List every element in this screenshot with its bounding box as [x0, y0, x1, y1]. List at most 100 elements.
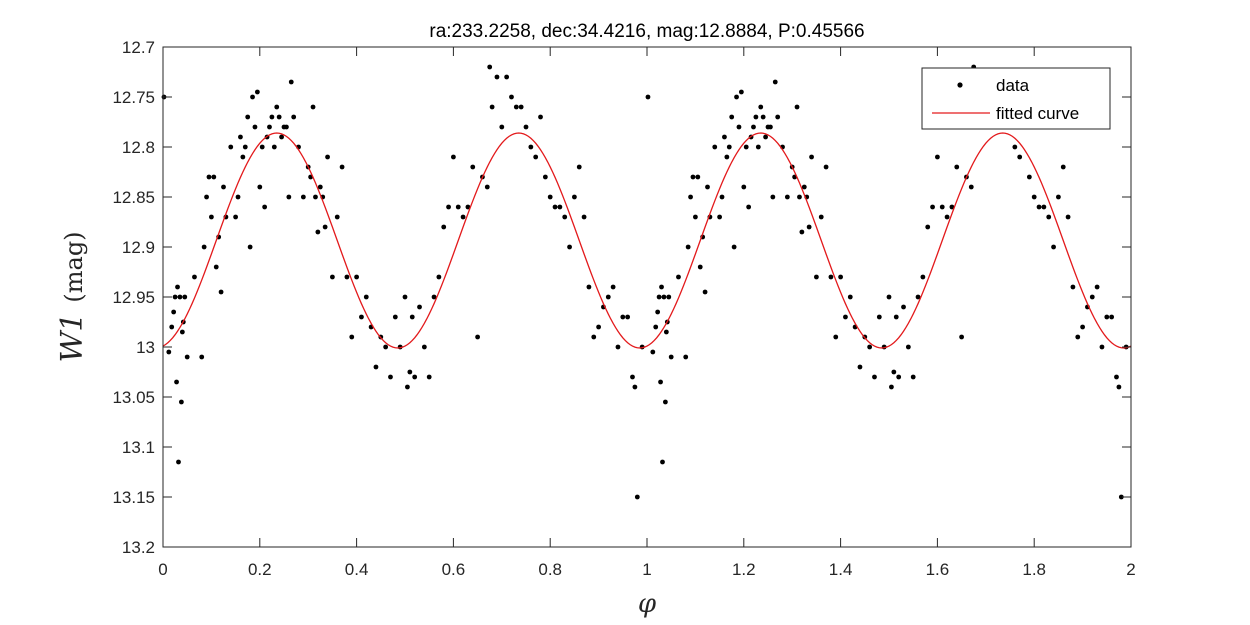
data-point	[1060, 164, 1066, 170]
x-tick-label: 0.6	[442, 560, 466, 579]
data-point	[867, 344, 873, 350]
data-point	[250, 94, 255, 100]
x-tick-label: 1.2	[732, 560, 756, 579]
data-point	[300, 194, 306, 200]
data-point	[828, 274, 834, 280]
data-point	[206, 174, 212, 180]
x-tick-label: 0.2	[248, 560, 272, 579]
data-point	[901, 304, 906, 310]
data-point	[484, 184, 490, 190]
data-point	[169, 324, 175, 330]
data-point	[768, 124, 773, 130]
x-tick-label: 0.4	[345, 560, 369, 579]
data-points	[161, 64, 1129, 500]
y-tick-label: 13.15	[112, 488, 155, 507]
data-point	[1104, 314, 1110, 320]
data-point	[784, 194, 790, 200]
data-point	[407, 369, 413, 375]
data-point	[421, 344, 427, 350]
data-point	[596, 324, 601, 330]
data-point	[252, 124, 258, 130]
data-point	[734, 94, 739, 100]
data-point	[572, 194, 577, 200]
data-point	[930, 204, 935, 210]
data-point	[354, 274, 359, 280]
data-point	[533, 154, 539, 160]
data-point	[968, 184, 974, 190]
data-point	[405, 384, 410, 390]
data-point	[794, 104, 800, 110]
data-point	[562, 214, 568, 220]
data-point	[653, 324, 659, 330]
data-point	[1118, 494, 1124, 500]
x-tick-label: 0.8	[538, 560, 562, 579]
data-point	[267, 124, 272, 130]
data-point	[760, 114, 766, 120]
data-point	[801, 184, 807, 190]
x-axis-ticks: 0 0.2 0.4 0.6 0.8 1 1.2 1.4 1.6 1.8 2	[158, 47, 1136, 579]
data-point	[755, 144, 761, 150]
plot-area	[163, 47, 1131, 547]
data-point	[499, 124, 505, 130]
data-point	[262, 204, 268, 210]
data-point	[528, 144, 534, 150]
data-point	[857, 364, 863, 370]
data-point	[666, 294, 672, 300]
data-point	[738, 89, 744, 95]
data-point	[683, 354, 689, 360]
data-point	[279, 134, 284, 140]
data-point	[557, 204, 563, 210]
data-point	[431, 294, 437, 300]
data-point	[724, 154, 730, 160]
data-point	[489, 104, 495, 110]
data-point	[259, 144, 265, 150]
data-point	[944, 214, 950, 220]
data-point	[949, 204, 955, 210]
data-point	[509, 94, 514, 100]
data-point	[693, 214, 698, 220]
data-point	[1099, 344, 1105, 350]
data-point	[199, 354, 205, 360]
y-axis-ticks: 12.7 12.75 12.8 12.85 12.9 12.95 13 13.05 13.1 13…	[112, 38, 1131, 557]
data-point	[166, 349, 172, 355]
data-point	[409, 314, 415, 320]
data-point	[310, 104, 316, 110]
data-point	[1080, 324, 1085, 330]
data-point	[315, 229, 321, 235]
data-point	[339, 164, 345, 170]
data-point	[426, 374, 432, 380]
data-point	[650, 349, 656, 355]
data-point	[743, 144, 749, 150]
data-point	[209, 214, 214, 220]
y-tick-label: 12.7	[122, 38, 155, 57]
data-point	[388, 374, 393, 380]
data-point	[325, 154, 330, 160]
data-point	[823, 164, 829, 170]
data-point	[179, 329, 185, 335]
data-point	[182, 294, 188, 300]
data-point	[1031, 194, 1037, 200]
data-point	[1075, 334, 1081, 340]
data-point	[741, 184, 747, 190]
y-tick-label: 13.2	[122, 538, 155, 557]
data-point	[1109, 314, 1115, 320]
y-axis-label-main: W1	[55, 313, 90, 363]
data-point	[441, 224, 447, 230]
data-point	[254, 89, 260, 95]
data-point	[576, 164, 582, 170]
data-point	[891, 369, 897, 375]
data-point	[658, 379, 663, 385]
data-point	[242, 144, 248, 150]
data-point	[330, 274, 335, 280]
data-point	[359, 314, 364, 320]
data-point	[814, 274, 819, 280]
data-point	[605, 294, 611, 300]
data-point	[847, 294, 853, 300]
data-point	[552, 204, 558, 210]
data-point	[663, 329, 669, 335]
data-point	[775, 114, 781, 120]
data-point	[772, 79, 778, 85]
data-point	[373, 364, 379, 370]
data-point	[221, 184, 226, 190]
